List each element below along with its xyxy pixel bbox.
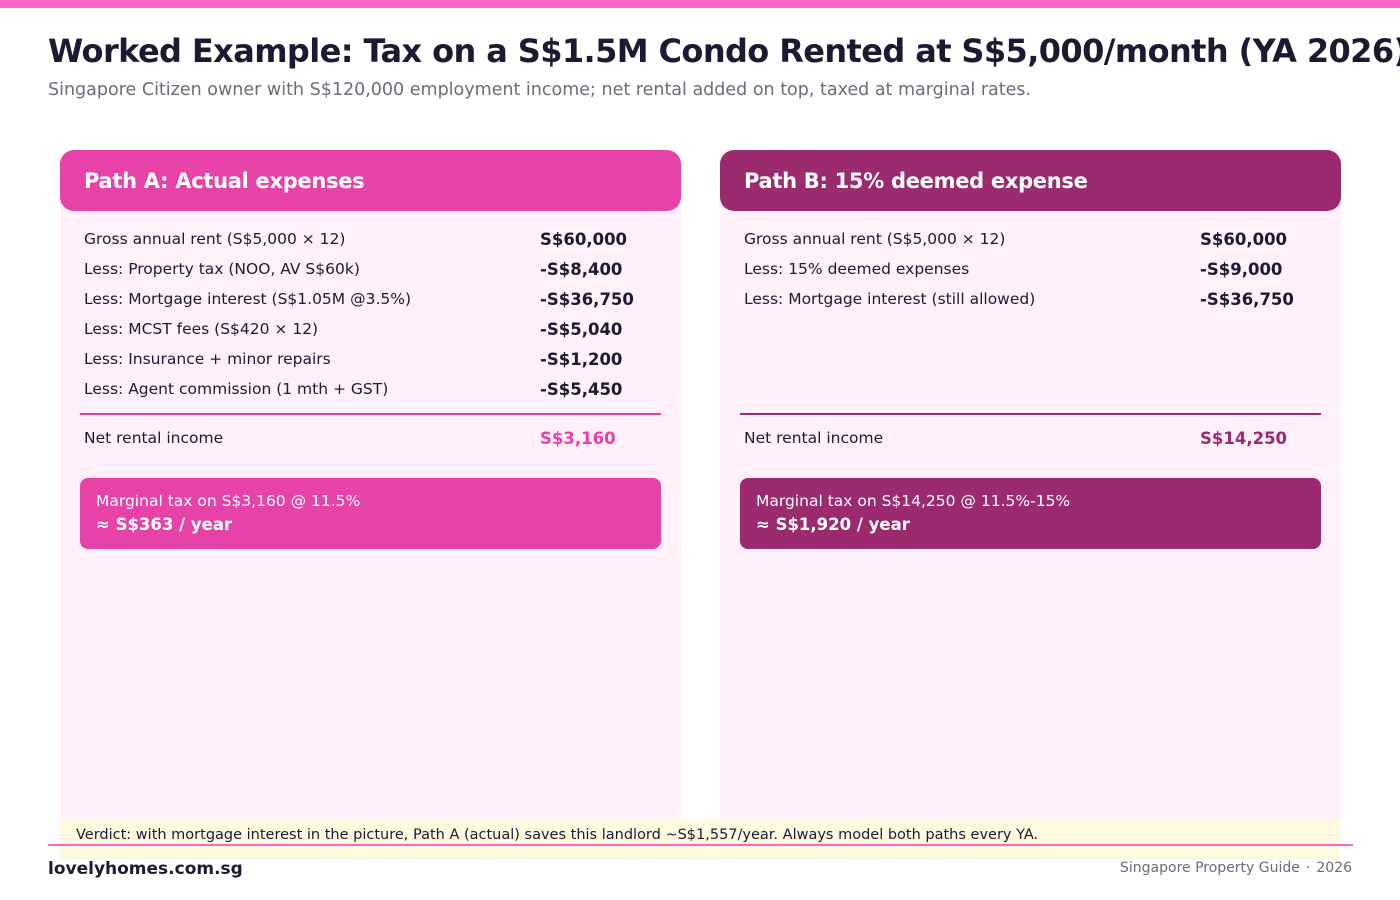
footer-meta: Singapore Property Guide · 2026	[1120, 860, 1352, 876]
path-b-rows: Gross annual rent (S$5,000 × 12) S$60,00…	[744, 230, 1304, 320]
path-a-rows: Gross annual rent (S$5,000 × 12) S$60,00…	[84, 230, 644, 410]
path-b-header: Path B: 15% deemed expense	[720, 150, 1341, 211]
row-value: S$60,000	[1200, 230, 1288, 249]
footer-separator: ·	[1305, 860, 1311, 876]
row-label: Less: 15% deemed expenses	[744, 260, 970, 278]
row-value: -S$36,750	[1200, 290, 1294, 309]
path-b-tax-line: Marginal tax on S$14,250 @ 11.5%-15%	[756, 492, 1071, 510]
footer-brand: lovelyhomes.com.sg	[48, 859, 243, 879]
path-b-net-label: Net rental income	[744, 429, 884, 447]
row-value: -S$8,400	[540, 260, 623, 279]
row-value: S$60,000	[540, 230, 628, 249]
path-a-row: Less: Insurance + minor repairs -S$1,200	[84, 350, 644, 380]
row-label: Less: Insurance + minor repairs	[84, 350, 331, 368]
row-value: -S$5,450	[540, 380, 623, 399]
row-label: Less: Property tax (NOO, AV S$60k)	[84, 260, 360, 278]
path-a-tax-amount: ≈ S$363 / year	[96, 515, 233, 534]
path-a-net-label: Net rental income	[84, 429, 224, 447]
path-b-row: Less: 15% deemed expenses -S$9,000	[744, 260, 1304, 290]
page-subtitle: Singapore Citizen owner with S$120,000 e…	[48, 80, 1032, 100]
path-a-title: Path A: Actual expenses	[84, 168, 365, 193]
row-label: Less: Mortgage interest (still allowed)	[744, 290, 1036, 308]
page-title: Worked Example: Tax on a S$1.5M Condo Re…	[48, 32, 1400, 70]
row-value: -S$5,040	[540, 320, 623, 339]
path-a-card: Path A: Actual expenses Gross annual ren…	[60, 150, 681, 820]
row-label: Less: MCST fees (S$420 × 12)	[84, 320, 319, 338]
footer-guide: Singapore Property Guide	[1120, 860, 1300, 876]
path-b-tax-box: Marginal tax on S$14,250 @ 11.5%-15% ≈ S…	[740, 478, 1321, 549]
row-value: -S$1,200	[540, 350, 623, 369]
row-value: -S$36,750	[540, 290, 634, 309]
row-value: -S$9,000	[1200, 260, 1283, 279]
path-a-row: Less: MCST fees (S$420 × 12) -S$5,040	[84, 320, 644, 350]
verdict-note: Verdict: with mortgage interest in the p…	[60, 820, 1340, 860]
row-label: Gross annual rent (S$5,000 × 12)	[744, 230, 1006, 248]
row-label: Less: Agent commission (1 mth + GST)	[84, 380, 389, 398]
row-label: Gross annual rent (S$5,000 × 12)	[84, 230, 346, 248]
path-b-divider	[740, 413, 1321, 415]
path-a-row: Less: Agent commission (1 mth + GST) -S$…	[84, 380, 644, 410]
footer-divider	[48, 844, 1353, 846]
path-a-row: Less: Property tax (NOO, AV S$60k) -S$8,…	[84, 260, 644, 290]
path-a-tax-line: Marginal tax on S$3,160 @ 11.5%	[96, 492, 361, 510]
path-a-tax-box: Marginal tax on S$3,160 @ 11.5% ≈ S$363 …	[80, 478, 661, 549]
path-b-net-value: S$14,250	[1200, 429, 1288, 448]
path-b-row: Less: Mortgage interest (still allowed) …	[744, 290, 1304, 320]
top-accent-bar	[0, 0, 1400, 8]
path-b-card: Path B: 15% deemed expense Gross annual …	[720, 150, 1341, 820]
path-a-row: Less: Mortgage interest (S$1.05M @3.5%) …	[84, 290, 644, 320]
path-a-net-value: S$3,160	[540, 429, 616, 448]
path-b-row: Gross annual rent (S$5,000 × 12) S$60,00…	[744, 230, 1304, 260]
path-b-title: Path B: 15% deemed expense	[744, 168, 1088, 193]
footer-year: 2026	[1316, 860, 1352, 876]
row-label: Less: Mortgage interest (S$1.05M @3.5%)	[84, 290, 412, 308]
path-a-header: Path A: Actual expenses	[60, 150, 681, 211]
path-b-tax-amount: ≈ S$1,920 / year	[756, 515, 910, 534]
path-a-row: Gross annual rent (S$5,000 × 12) S$60,00…	[84, 230, 644, 260]
path-a-divider	[80, 413, 661, 415]
